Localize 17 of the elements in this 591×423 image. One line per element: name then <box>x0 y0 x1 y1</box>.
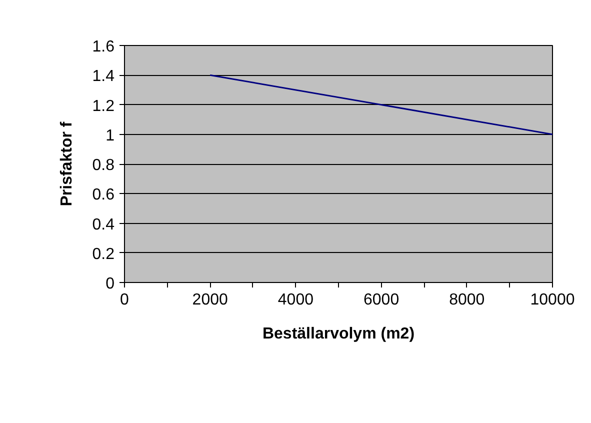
y-tick-label: 0.2 <box>92 246 115 263</box>
y-axis-title: Prisfaktor f <box>58 121 76 206</box>
y-tick-label: 0.8 <box>92 157 115 174</box>
x-tick-label: 2000 <box>192 292 228 308</box>
x-tick-label: 4000 <box>278 292 314 308</box>
y-tick-label: 1 <box>106 127 115 144</box>
x-axis-title: Beställarvolym (m2) <box>262 326 415 342</box>
y-tick-label: 1.4 <box>92 68 115 86</box>
x-tick-label: 8000 <box>449 292 485 308</box>
y-tick-label: 0.4 <box>92 216 115 234</box>
y-tick-label: 1.6 <box>92 38 115 56</box>
y-tick-label: 1.2 <box>92 98 115 115</box>
y-tick-label: 0.6 <box>92 186 115 204</box>
x-tick-label: 0 <box>120 292 130 308</box>
y-tick-label: 0 <box>106 276 115 292</box>
x-tick-label: 10000 <box>530 292 575 308</box>
x-tick-label: 6000 <box>364 292 400 308</box>
